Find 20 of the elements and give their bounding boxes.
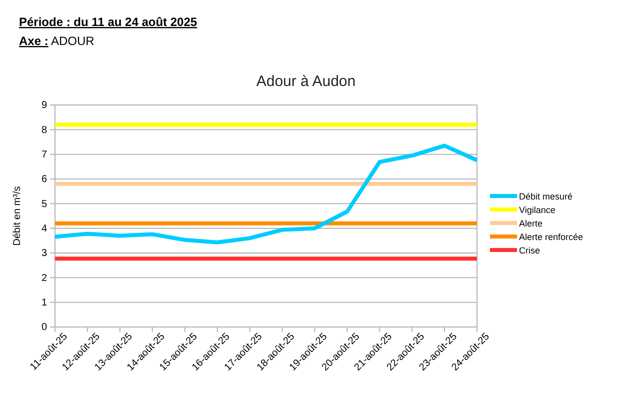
y-tick-label: 7: [41, 150, 48, 161]
y-tick-label: 1: [41, 298, 48, 309]
legend-label: Alerte: [519, 218, 543, 228]
y-tick-label: 8: [41, 124, 48, 136]
text: Axe : ADOUR: [19, 34, 95, 48]
y-axis-title: Débit en m³/s: [12, 186, 23, 246]
line-series: [53, 144, 479, 244]
text: Période : du 11 au 24 août 2025: [19, 15, 198, 29]
y-tick-label: 3: [41, 248, 48, 260]
legend-label: Crise: [519, 246, 540, 256]
y-tick-label: 5: [41, 198, 48, 210]
y-tick-label: 6: [41, 174, 48, 186]
y-tick-label: 0: [41, 322, 48, 334]
legend-label: Vigilance: [519, 205, 556, 215]
chart-title: Adour à Audon: [256, 73, 356, 90]
legend-label: Alerte renforcée: [519, 232, 584, 242]
y-tick-label: 4: [41, 224, 48, 235]
y-tick-label: 9: [41, 100, 48, 112]
y-tick-label: 2: [41, 272, 48, 284]
legend-label: Débit mesuré: [519, 192, 573, 202]
